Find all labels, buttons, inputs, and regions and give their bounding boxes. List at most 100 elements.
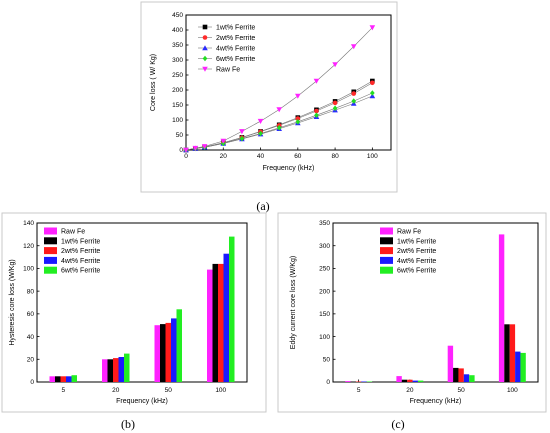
data-point xyxy=(370,90,375,96)
bar xyxy=(60,376,66,382)
data-point xyxy=(370,80,375,86)
legend-label: 2wt% Ferrite xyxy=(397,248,436,255)
y-tick-label: 350 xyxy=(172,42,183,49)
legend-label: Raw Fe xyxy=(397,229,421,236)
y-tick-label: 0 xyxy=(30,379,34,386)
x-tick-label: 20 xyxy=(220,153,228,160)
x-axis-title: Frequency (kHz) xyxy=(410,398,462,405)
bar xyxy=(124,353,130,382)
x-tick-label: 40 xyxy=(257,153,265,160)
bar xyxy=(520,352,526,382)
bar xyxy=(350,381,356,382)
bar xyxy=(345,381,351,382)
panel-b-label: (b) xyxy=(121,417,135,431)
data-point xyxy=(201,144,208,150)
bar xyxy=(55,376,61,382)
bar xyxy=(509,324,516,382)
series-line xyxy=(185,92,373,151)
bar xyxy=(498,234,505,382)
bar xyxy=(447,345,454,382)
y-tick-label: 50 xyxy=(176,132,184,139)
data-point xyxy=(351,91,357,96)
bar xyxy=(463,374,470,382)
legend-label: 4wt% Ferrite xyxy=(216,46,255,53)
data-point xyxy=(295,119,301,125)
legend-marker xyxy=(202,66,208,72)
bar xyxy=(118,357,124,382)
bar xyxy=(417,380,424,382)
legend-marker xyxy=(202,24,208,30)
y-tick-label: 100 xyxy=(319,334,330,341)
legend-swatch xyxy=(44,237,57,245)
y-tick-label: 350 xyxy=(319,220,330,227)
data-point xyxy=(350,44,357,50)
y-tick-label: 450 xyxy=(172,12,183,19)
y-tick-label: 200 xyxy=(172,87,183,94)
data-point xyxy=(276,125,282,131)
legend-marker xyxy=(202,35,208,40)
bar xyxy=(407,379,413,382)
bar xyxy=(218,263,224,382)
bar xyxy=(71,375,77,382)
series-line xyxy=(185,82,373,151)
y-tick-label: 250 xyxy=(319,266,330,273)
y-tick-label: 150 xyxy=(172,102,183,109)
legend-swatch xyxy=(44,266,57,274)
data-point xyxy=(369,25,376,31)
legend-marker xyxy=(202,55,208,62)
bar xyxy=(49,376,55,382)
bar xyxy=(396,376,402,382)
y-tick-label: 20 xyxy=(27,356,35,363)
x-tick-label: 100 xyxy=(367,153,378,160)
data-point xyxy=(239,135,245,142)
bar xyxy=(469,375,475,382)
bar xyxy=(207,269,213,382)
x-tick-label: 20 xyxy=(112,387,120,394)
bar xyxy=(223,253,229,382)
data-point xyxy=(332,105,338,112)
legend-label: Raw Fe xyxy=(216,67,240,74)
legend-swatch xyxy=(380,247,393,255)
y-tick-label: 140 xyxy=(23,220,34,227)
x-tick-label: 0 xyxy=(184,153,188,160)
legend-swatch xyxy=(44,227,57,235)
data-point xyxy=(257,118,264,124)
y-axis-title: Eddy current core loss (W/Kg) xyxy=(290,256,297,349)
y-tick-label: 100 xyxy=(23,266,34,273)
data-point xyxy=(220,138,227,144)
y-tick-label: 0 xyxy=(326,379,330,386)
y-tick-label: 300 xyxy=(172,57,183,64)
bar xyxy=(504,324,510,382)
bar xyxy=(107,359,113,382)
x-tick-label: 20 xyxy=(406,387,414,394)
data-point xyxy=(351,98,357,104)
x-tick-label: 50 xyxy=(458,387,466,394)
data-point xyxy=(332,62,338,68)
legend-swatch xyxy=(44,256,57,264)
data-point xyxy=(183,147,189,153)
chart-panel-b: 0 20 40 60 80 100 120 140 5 20 50 100 Frequency (kHz… xyxy=(1,212,267,413)
y-tick-label: 60 xyxy=(27,311,35,318)
y-tick-label: 120 xyxy=(23,243,34,250)
data-point xyxy=(313,78,320,84)
bar xyxy=(412,380,418,382)
legend-label: 6wt% Ferrite xyxy=(216,56,255,63)
chart-panel-c: 0 50 100 150 200 250 300 350 5 20 50 100 Frequency (… xyxy=(277,212,547,413)
bar xyxy=(102,359,108,382)
legend-swatch xyxy=(380,266,393,274)
legend-label: 4wt% Ferrite xyxy=(61,258,100,265)
y-axis-title: Hysteresis core loss (W/Kg) xyxy=(9,259,16,345)
x-tick-label: 60 xyxy=(294,153,302,160)
bar xyxy=(160,324,166,382)
bar xyxy=(401,379,408,382)
bar xyxy=(113,358,119,382)
x-tick-label: 5 xyxy=(357,387,361,394)
legend-label: 2wt% Ferrite xyxy=(61,248,100,255)
y-tick-label: 250 xyxy=(172,72,183,79)
legend-marker xyxy=(202,45,208,51)
data-point xyxy=(314,112,319,118)
y-tick-label: 100 xyxy=(172,117,183,124)
plot-area-border xyxy=(332,222,539,383)
panel-a-frame xyxy=(140,1,398,193)
